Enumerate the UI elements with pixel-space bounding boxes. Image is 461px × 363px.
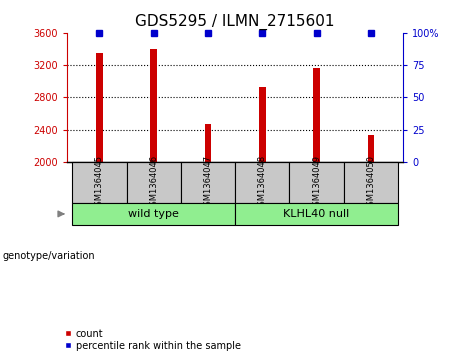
Bar — [72, 203, 235, 225]
Text: GSM1364049: GSM1364049 — [312, 155, 321, 211]
Bar — [235, 203, 398, 225]
Legend: count, percentile rank within the sample: count, percentile rank within the sample — [60, 325, 245, 355]
Bar — [181, 162, 235, 203]
Text: GSM1364048: GSM1364048 — [258, 155, 267, 211]
Bar — [205, 124, 211, 162]
Text: GSM1364047: GSM1364047 — [203, 155, 213, 211]
Bar — [96, 53, 103, 162]
Bar — [259, 87, 266, 162]
Text: GSM1364050: GSM1364050 — [366, 155, 375, 211]
Bar — [127, 162, 181, 203]
Bar — [313, 68, 320, 162]
Text: genotype/variation: genotype/variation — [2, 251, 95, 261]
Text: KLHL40 null: KLHL40 null — [284, 209, 349, 219]
Text: GSM1364046: GSM1364046 — [149, 155, 158, 211]
Bar — [72, 162, 127, 203]
Bar — [367, 135, 374, 162]
Bar — [290, 162, 343, 203]
Title: GDS5295 / ILMN_2715601: GDS5295 / ILMN_2715601 — [136, 14, 335, 30]
Bar — [235, 162, 290, 203]
Text: GSM1364045: GSM1364045 — [95, 155, 104, 211]
Text: wild type: wild type — [128, 209, 179, 219]
Bar — [150, 49, 157, 162]
Bar — [343, 162, 398, 203]
